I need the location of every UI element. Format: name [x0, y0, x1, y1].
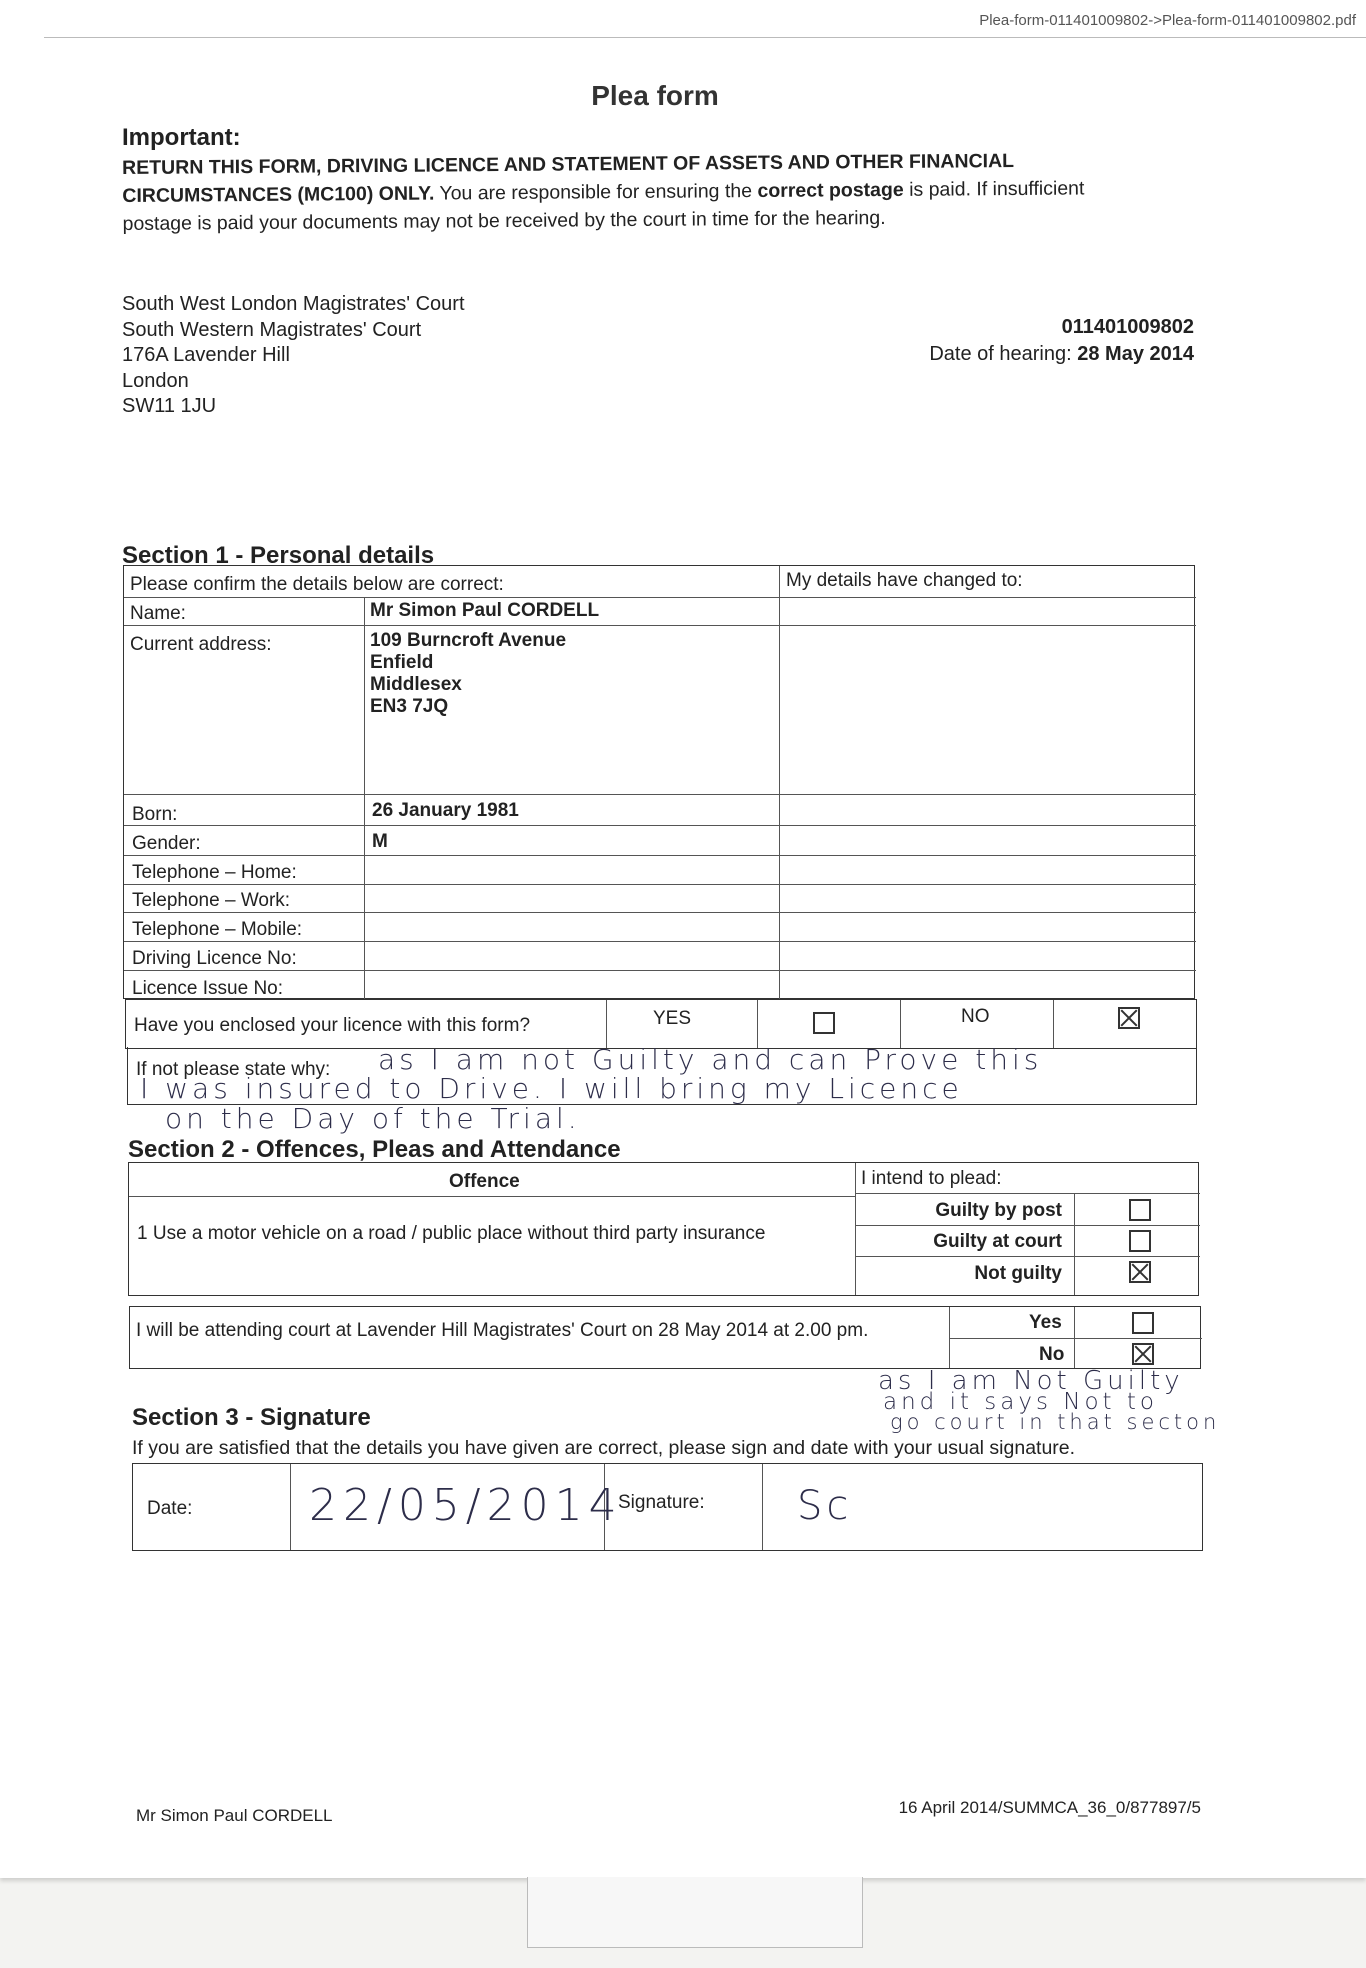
handwritten-note-line: go court in that secton [890, 1410, 1221, 1434]
plea-label: Not guilty [974, 1263, 1062, 1284]
changed-label: My details have changed to: [786, 570, 1023, 591]
field-label: Licence Issue No: [132, 978, 284, 999]
attendance-no-label: No [1039, 1344, 1065, 1365]
footer-reference: 16 April 2014/SUMMCA_36_0/877897/5 [898, 1798, 1201, 1817]
yes-label: YES [653, 1008, 692, 1029]
important-postage: correct postage [757, 178, 904, 203]
field-label: Telephone – Home: [132, 862, 297, 883]
address-line: South West London Magistrates' Court [122, 293, 465, 315]
field-label: Telephone – Work: [132, 890, 291, 911]
reference-number: 011401009802 [1061, 316, 1194, 338]
offence-header: Offence [449, 1171, 520, 1192]
hearing-label: Date of hearing: [929, 343, 1072, 365]
handwritten-reason-line: as I am not Guilty and can Prove this [378, 1043, 1043, 1076]
important-text: RETURN THIS FORM, DRIVING LICENCE AND ST… [122, 146, 1153, 238]
licence-question: Have you enclosed your licence with this… [134, 1015, 531, 1036]
name-value: Mr Simon Paul CORDELL [370, 600, 600, 621]
plea-label: Guilty at court [933, 1231, 1062, 1252]
footer-name: Mr Simon Paul CORDELL [136, 1806, 333, 1825]
scanner-tray-tab [527, 1877, 863, 1948]
reason-label: If not please state why: [136, 1059, 331, 1080]
date-value[interactable]: 22/05/2014 [309, 1480, 623, 1531]
attendance-yes-label: Yes [1029, 1312, 1062, 1333]
file-path-header: Plea-form-011401009802->Plea-form-011401… [979, 12, 1356, 29]
licence-enclosed-row: Have you enclosed your licence with this… [125, 999, 1197, 1049]
important-text-1: You are responsible for ensuring the [439, 180, 753, 205]
address-line: 176A Lavender Hill [122, 344, 290, 366]
field-label: Driving Licence No: [132, 948, 297, 969]
handwritten-note-line: as I am Not Guilty [878, 1366, 1184, 1396]
born-value: 26 January 1981 [372, 800, 519, 821]
handwritten-reason-line: on the Day of the Trial. [165, 1102, 581, 1135]
handwritten-note-line: and it says Not to [883, 1389, 1158, 1415]
licence-no-checkbox[interactable] [1118, 1007, 1140, 1029]
page-title: Plea form [591, 80, 719, 111]
offence-description: 1 Use a motor vehicle on a road / public… [137, 1223, 766, 1244]
handwritten-reason-line: I was insured to Drive. I will bring my … [140, 1072, 963, 1105]
section3-title: Section 3 - Signature [132, 1404, 371, 1431]
attendance-no-checkbox[interactable] [1132, 1343, 1154, 1365]
personal-details-table: Please confirm the details below are cor… [123, 565, 1196, 1000]
scanned-page: Plea-form-011401009802->Plea-form-011401… [0, 0, 1366, 1878]
hearing-date: 28 May 2014 [1077, 343, 1194, 365]
confirm-label: Please confirm the details below are cor… [130, 574, 504, 595]
attendance-text: I will be attending court at Lavender Hi… [136, 1320, 869, 1341]
signature-label: Signature: [618, 1492, 705, 1513]
plea-header: I intend to plead: [861, 1168, 1002, 1189]
guilty-at-court-checkbox[interactable] [1129, 1230, 1151, 1252]
address-value: 109 Burncroft Avenue Enfield Middlesex E… [370, 630, 567, 717]
important-heading: Important: [122, 124, 241, 151]
address-line: SW11 1JU [122, 395, 217, 417]
signature-value[interactable]: Sc [797, 1483, 853, 1529]
licence-yes-checkbox[interactable] [813, 1012, 835, 1034]
header-divider [44, 37, 1366, 38]
reason-box: If not please state why: [127, 1047, 1197, 1105]
plea-label: Guilty by post [935, 1200, 1062, 1221]
attendance-table: I will be attending court at Lavender Hi… [129, 1306, 1202, 1369]
field-label: Current address: [130, 634, 272, 655]
field-label: Born: [132, 804, 178, 825]
field-label: Name: [130, 603, 186, 624]
signature-table: Date: 22/05/2014 Signature: Sc [132, 1463, 1203, 1551]
attendance-yes-checkbox[interactable] [1132, 1312, 1154, 1334]
section1-title: Section 1 - Personal details [122, 542, 435, 569]
field-label: Telephone – Mobile: [132, 919, 303, 940]
date-label: Date: [147, 1498, 193, 1519]
not-guilty-checkbox[interactable] [1129, 1261, 1151, 1283]
section2-title: Section 2 - Offences, Pleas and Attendan… [128, 1136, 621, 1163]
court-address: South West London Magistrates' Court Sou… [122, 292, 465, 420]
gender-value: M [372, 831, 388, 852]
signature-instruction: If you are satisfied that the details yo… [132, 1437, 1076, 1459]
guilty-by-post-checkbox[interactable] [1129, 1199, 1151, 1221]
reference-block: 011401009802 Date of hearing: 28 May 201… [929, 314, 1194, 368]
address-line: London [122, 369, 189, 392]
address-line: South Western Magistrates' Court [122, 318, 422, 341]
no-label: NO [961, 1006, 990, 1027]
offence-table: Offence I intend to plead: 1 Use a motor… [128, 1162, 1200, 1296]
field-label: Gender: [132, 833, 201, 854]
